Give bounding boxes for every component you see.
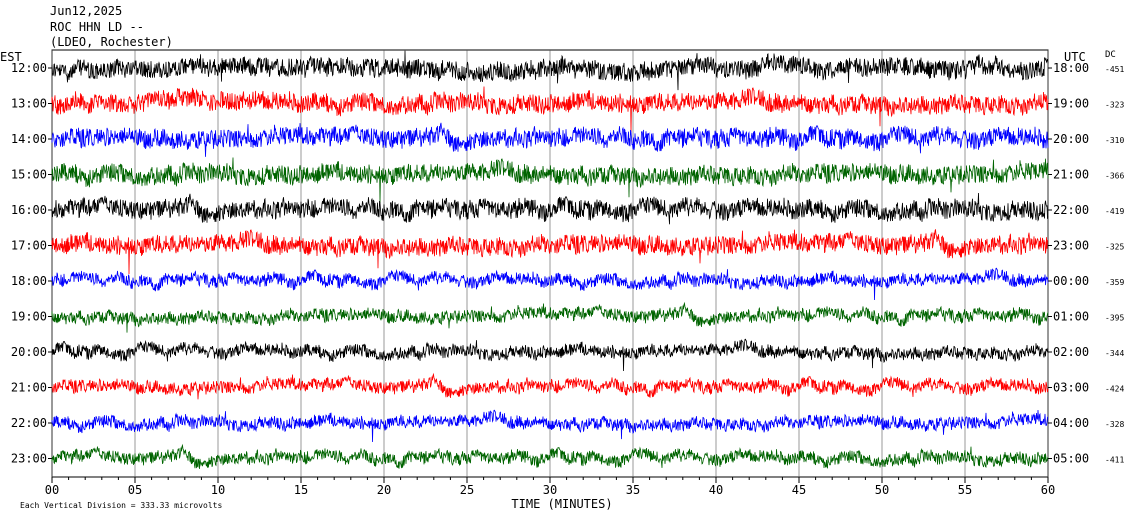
dc-offset-label: -359 xyxy=(1105,278,1124,287)
seismic-trace xyxy=(51,443,1049,470)
utc-hour-label: 00:00 xyxy=(1053,274,1089,288)
utc-hour-label: 20:00 xyxy=(1053,132,1089,146)
seismic-trace xyxy=(51,86,1049,133)
utc-hour-label: 03:00 xyxy=(1053,381,1089,395)
utc-hour-label: 01:00 xyxy=(1053,310,1089,324)
est-hour-label: 23:00 xyxy=(11,452,47,466)
utc-hour-label: 23:00 xyxy=(1053,239,1089,253)
est-hour-label: 22:00 xyxy=(11,416,47,430)
x-tick-label: 20 xyxy=(377,483,391,497)
seismic-trace xyxy=(51,301,1049,333)
x-tick-label: 05 xyxy=(128,483,142,497)
dc-offset-label: -323 xyxy=(1105,101,1124,110)
utc-hour-label: 05:00 xyxy=(1053,452,1089,466)
network-name: (LDEO, Rochester) xyxy=(50,35,173,49)
dc-offset-label: -366 xyxy=(1105,172,1124,181)
x-tick-label: 55 xyxy=(958,483,972,497)
est-hour-label: 17:00 xyxy=(11,239,47,253)
utc-hour-label: 19:00 xyxy=(1053,97,1089,111)
seismic-trace xyxy=(51,192,1049,225)
dc-offset-label: -310 xyxy=(1105,136,1124,145)
dc-offset-label: -328 xyxy=(1105,420,1124,429)
utc-hour-label: 04:00 xyxy=(1053,416,1089,430)
est-hour-label: 19:00 xyxy=(11,310,47,324)
x-axis-title: TIME (MINUTES) xyxy=(511,497,612,511)
seismic-trace xyxy=(51,338,1049,372)
est-label: EST xyxy=(0,50,22,64)
utc-hour-label: 18:00 xyxy=(1053,61,1089,75)
x-tick-label: 40 xyxy=(709,483,723,497)
utc-label: UTC xyxy=(1064,50,1086,64)
x-tick-label: 60 xyxy=(1041,483,1055,497)
x-tick-label: 15 xyxy=(294,483,308,497)
dc-offset-label: -325 xyxy=(1105,243,1124,252)
dc-label: DC xyxy=(1105,50,1116,60)
dc-offset-label: -424 xyxy=(1105,385,1124,394)
seismic-trace xyxy=(51,229,1049,275)
seismic-trace xyxy=(51,50,1049,91)
est-hour-label: 15:00 xyxy=(11,168,47,182)
dc-offset-label: -411 xyxy=(1105,456,1124,465)
utc-hour-label: 21:00 xyxy=(1053,168,1089,182)
est-hour-label: 21:00 xyxy=(11,381,47,395)
x-tick-label: 50 xyxy=(875,483,889,497)
seismic-trace xyxy=(51,372,1049,400)
est-hour-label: 14:00 xyxy=(11,132,47,146)
dc-offset-label: -419 xyxy=(1105,207,1124,216)
x-tick-label: 45 xyxy=(792,483,806,497)
dc-offset-label: -395 xyxy=(1105,314,1124,323)
seismic-trace xyxy=(51,267,1049,301)
dc-offset-label: -451 xyxy=(1105,65,1124,74)
x-tick-label: 25 xyxy=(460,483,474,497)
utc-hour-label: 22:00 xyxy=(1053,203,1089,217)
seismic-trace xyxy=(51,157,1049,204)
utc-hour-label: 02:00 xyxy=(1053,345,1089,359)
seismic-trace xyxy=(51,122,1049,157)
record-date: Jun12,2025 xyxy=(50,4,123,18)
est-hour-label: 13:00 xyxy=(11,97,47,111)
scale-note: Each Vertical Division = 333.33 microvol… xyxy=(20,501,222,510)
est-hour-label: 20:00 xyxy=(11,345,47,359)
x-tick-label: 35 xyxy=(626,483,640,497)
x-tick-label: 00 xyxy=(45,483,59,497)
x-tick-label: 30 xyxy=(543,483,557,497)
dc-offset-label: -344 xyxy=(1105,349,1124,358)
est-hour-label: 18:00 xyxy=(11,274,47,288)
est-hour-label: 12:00 xyxy=(11,61,47,75)
est-hour-label: 16:00 xyxy=(11,203,47,217)
x-tick-label: 10 xyxy=(211,483,225,497)
station-id: ROC HHN LD -- xyxy=(50,20,144,34)
seismic-trace xyxy=(51,409,1049,443)
